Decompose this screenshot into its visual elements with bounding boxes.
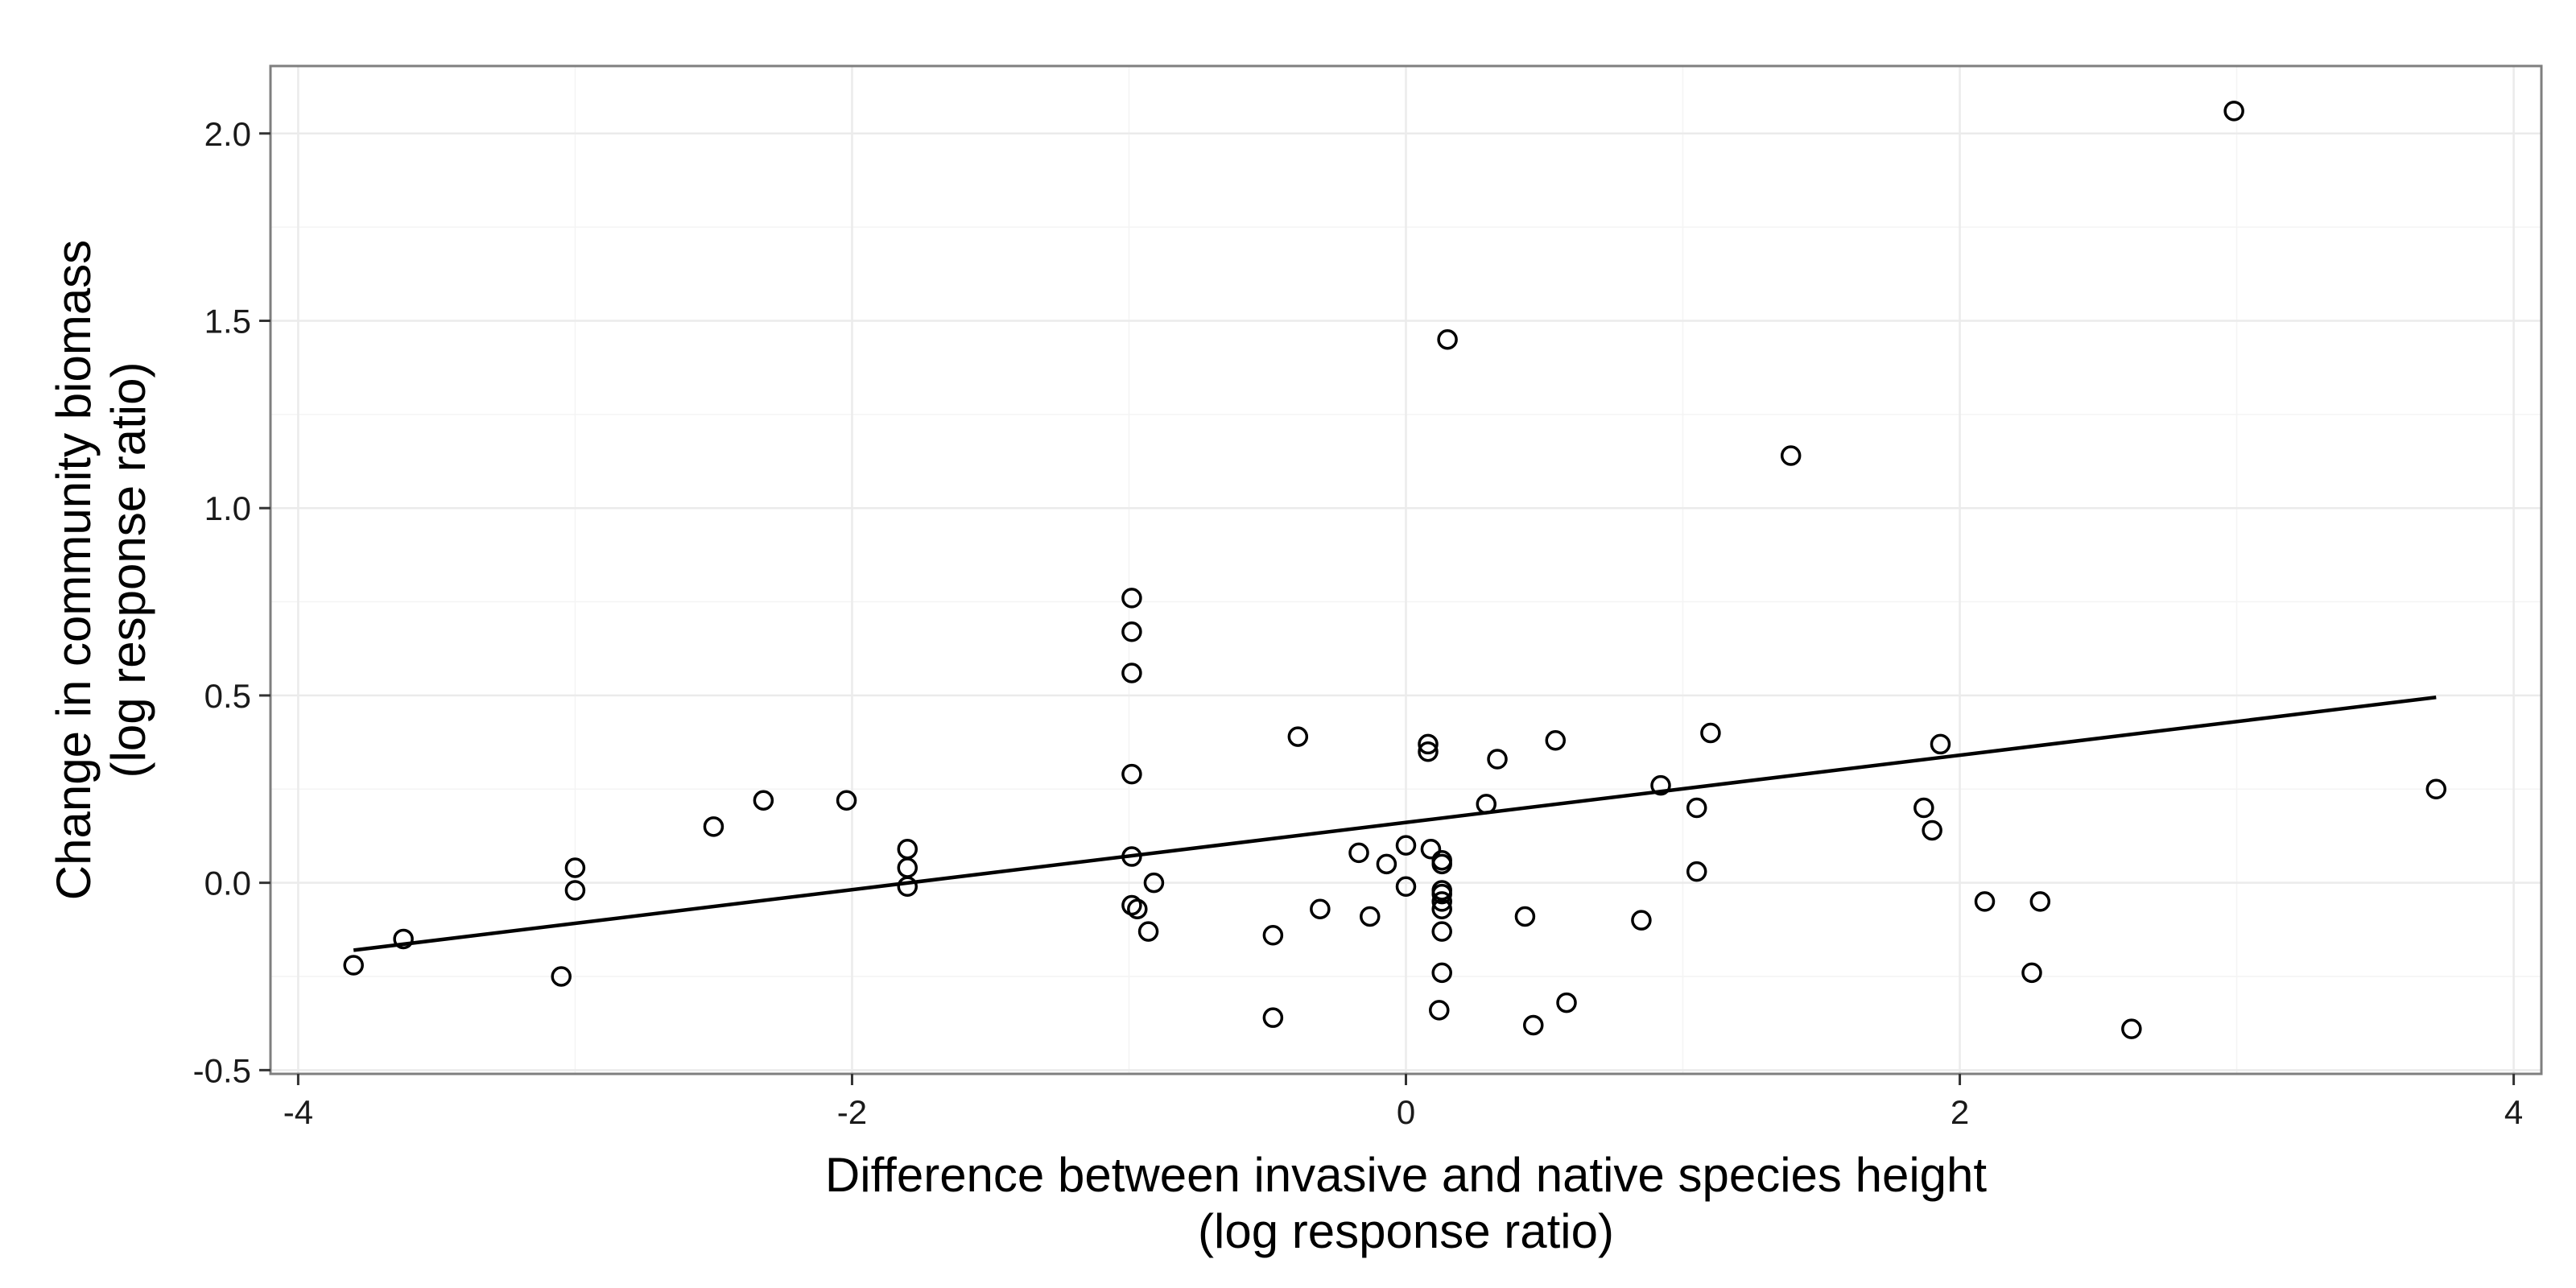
data-point — [1431, 962, 1452, 984]
data-point — [1376, 853, 1397, 875]
data-point — [1686, 797, 1707, 819]
data-point — [1523, 1014, 1544, 1036]
data-point — [1431, 853, 1452, 875]
data-point — [1420, 838, 1442, 860]
data-point — [1780, 445, 1802, 466]
data-point — [1556, 992, 1577, 1013]
data-point — [1514, 906, 1536, 927]
data-point — [343, 955, 364, 976]
data-point — [1974, 891, 1996, 912]
x-tick-label: 0 — [1397, 1093, 1415, 1131]
y-axis-title: Change in community biomass(log response… — [47, 240, 155, 900]
data-point — [564, 857, 586, 878]
data-point — [1360, 906, 1381, 927]
data-point — [1395, 835, 1417, 856]
x-axis: -4 -2 0 2 4 — [283, 1074, 2523, 1131]
y-axis-title-line: (log response ratio) — [101, 362, 155, 778]
data-point — [1121, 588, 1142, 609]
data-point — [1431, 898, 1452, 919]
x-axis-title-line: Difference between invasive and native s… — [825, 1148, 1987, 1202]
y-tick-label: 2.0 — [204, 115, 251, 153]
data-point — [1310, 898, 1331, 919]
data-point — [2223, 101, 2244, 122]
data-point — [1631, 910, 1652, 931]
data-point — [1121, 621, 1142, 642]
x-axis-title: Difference between invasive and native s… — [825, 1148, 1987, 1258]
data-point — [897, 876, 919, 898]
regression-line — [353, 696, 2437, 952]
data-point — [1545, 730, 1567, 751]
data-point — [1121, 846, 1142, 867]
y-axis-title-line: Change in community biomass — [47, 240, 101, 900]
data-point — [1431, 921, 1452, 942]
data-point — [1348, 842, 1369, 864]
data-point — [703, 816, 724, 837]
data-point — [1262, 1007, 1284, 1028]
data-point — [1262, 925, 1284, 946]
data-point — [1121, 663, 1142, 683]
data-point — [1431, 883, 1452, 905]
data-point — [1143, 872, 1165, 894]
data-point — [1686, 861, 1707, 882]
regression-line-layer — [353, 696, 2437, 952]
y-axis: -0.5 0.0 0.5 1.0 1.5 2.0 — [193, 115, 270, 1089]
data-point — [551, 966, 572, 987]
data-point — [836, 790, 857, 811]
y-tick-label: -0.5 — [193, 1051, 251, 1089]
data-point — [1437, 329, 1458, 350]
data-point — [393, 928, 414, 950]
x-axis-title-line: (log response ratio) — [1198, 1204, 1614, 1258]
data-point — [1121, 763, 1142, 785]
y-tick-label: 1.5 — [204, 302, 251, 340]
data-point — [1476, 794, 1497, 815]
data-point — [1930, 733, 1951, 755]
data-points — [343, 101, 2447, 1039]
data-point — [1700, 722, 1721, 744]
data-point — [1487, 749, 1508, 770]
x-tick-label: 4 — [2504, 1093, 2523, 1131]
data-point — [1418, 741, 1439, 762]
data-point — [1127, 898, 1148, 919]
data-point — [1431, 891, 1452, 912]
y-tick-label: 0.5 — [204, 677, 251, 715]
data-point — [1418, 733, 1439, 755]
x-tick-label: -4 — [283, 1093, 313, 1131]
y-tick-label: 0.0 — [204, 865, 251, 902]
data-point — [2029, 891, 2051, 912]
gridlines — [270, 66, 2541, 1074]
data-point — [564, 880, 586, 901]
data-point — [1137, 921, 1159, 942]
data-point — [2425, 778, 2447, 800]
x-tick-label: -2 — [837, 1093, 867, 1131]
data-point — [1287, 726, 1309, 747]
data-point — [1395, 876, 1417, 898]
y-tick-label: 1.0 — [204, 489, 251, 527]
data-point — [753, 790, 774, 811]
data-point — [1913, 797, 1934, 819]
x-tick-label: 2 — [1951, 1093, 1969, 1131]
data-point — [1650, 774, 1671, 796]
data-point — [2021, 962, 2042, 984]
data-point — [1429, 1000, 1450, 1021]
data-point — [1922, 819, 1942, 841]
data-point — [2121, 1018, 2142, 1039]
